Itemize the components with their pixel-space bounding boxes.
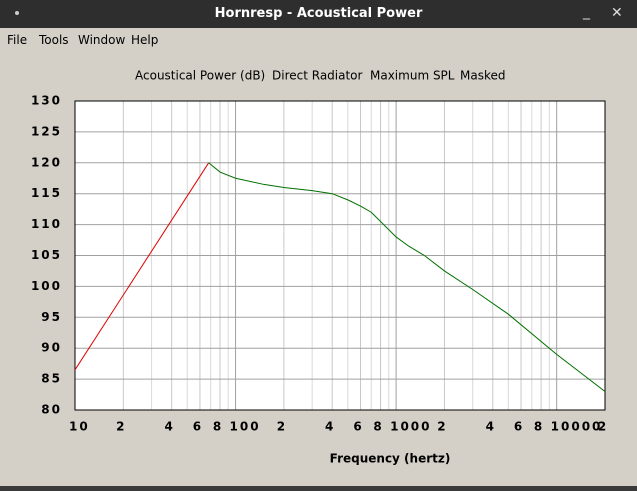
x-axis-label: Frequency (hertz) <box>330 452 451 466</box>
window-title: Hornresp - Acoustical Power <box>214 6 423 21</box>
taskbar-edge <box>0 486 637 491</box>
minimize-button[interactable]: _ <box>583 4 590 20</box>
x-tick-label: 2 <box>598 420 608 434</box>
y-tick-label: 85 <box>41 372 62 386</box>
menu-item[interactable]: Tools <box>39 33 69 47</box>
x-tick-label: 100 <box>230 420 261 434</box>
x-tick-label: 6 <box>353 420 363 434</box>
y-tick-label: 120 <box>31 155 62 169</box>
y-tick-label: 130 <box>31 94 62 108</box>
window-icon[interactable] <box>15 11 19 15</box>
x-tick-label: 10000 <box>551 420 603 434</box>
x-tick-label: 6 <box>514 420 524 434</box>
chart-title: Acoustical Power (dB) <box>135 69 265 83</box>
x-tick-label: 4 <box>325 420 335 434</box>
plot-area <box>74 100 606 411</box>
y-tick-label: 105 <box>31 248 62 262</box>
x-tick-label: 1000 <box>390 420 431 434</box>
y-tick-label: 100 <box>31 279 62 293</box>
line-series <box>208 162 606 392</box>
chart-title: Masked <box>460 69 505 83</box>
x-tick-label: 10 <box>69 420 90 434</box>
menu-item[interactable]: Help <box>131 33 159 47</box>
y-tick-label: 95 <box>41 310 62 324</box>
x-tick-label: 6 <box>193 420 203 434</box>
line-series <box>74 162 210 371</box>
x-tick-label: 8 <box>373 420 383 434</box>
x-tick-label: 8 <box>534 420 544 434</box>
chart-title: Maximum SPL <box>370 69 455 83</box>
x-tick-label: 2 <box>277 420 287 434</box>
x-tick-label: 4 <box>164 420 174 434</box>
y-tick-label: 110 <box>31 217 62 231</box>
y-tick-label: 90 <box>41 341 62 355</box>
y-tick-label: 125 <box>31 124 62 138</box>
x-tick-label: 2 <box>437 420 447 434</box>
x-tick-label: 2 <box>116 420 126 434</box>
chart-title: Direct Radiator <box>272 69 363 83</box>
menu-item[interactable]: Window <box>78 33 126 47</box>
y-tick-label: 115 <box>31 186 62 200</box>
y-tick-label: 80 <box>41 403 62 417</box>
x-tick-label: 4 <box>486 420 496 434</box>
x-tick-label: 8 <box>213 420 223 434</box>
menu-item[interactable]: File <box>7 33 28 47</box>
close-button[interactable]: ✕ <box>611 5 623 21</box>
title-bar: Hornresp - Acoustical Power _ ✕ <box>0 0 637 28</box>
